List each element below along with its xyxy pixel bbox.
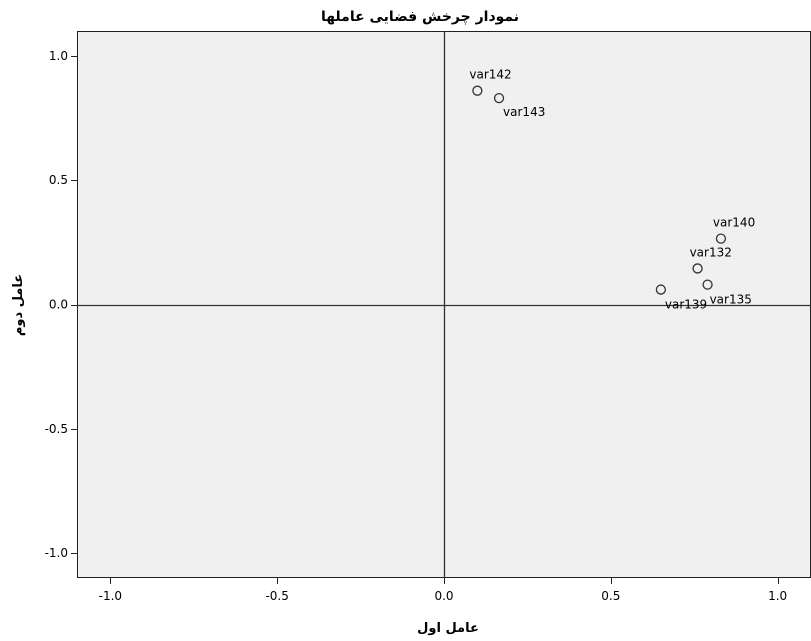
y-tick-label: 1.0 xyxy=(49,49,68,63)
chart-title: نمودار چرخش فضایی عاملها xyxy=(321,9,519,25)
point-label-var139: var139 xyxy=(665,298,707,312)
y-tick-label: -0.5 xyxy=(45,422,68,436)
x-tick-label: -0.5 xyxy=(265,589,288,603)
y-axis-tick-labels: 1.0 0.5 0.0 -0.5 -1.0 xyxy=(45,49,68,560)
point-label-var140: var140 xyxy=(713,216,755,230)
data-point-var139 xyxy=(655,284,667,295)
data-point-var132 xyxy=(692,263,703,274)
x-axis-title: عامل اول xyxy=(417,621,479,636)
data-point-var143 xyxy=(493,92,505,104)
data-point-var135 xyxy=(702,279,713,290)
y-axis-title: عامل دوم xyxy=(11,274,26,336)
x-axis-tick-labels: -1.0 -0.5 0.0 0.5 1.0 xyxy=(99,589,788,603)
point-label-var132: var132 xyxy=(690,245,732,259)
point-label-var142: var142 xyxy=(469,68,511,82)
reference-lines xyxy=(77,31,811,578)
point-label-var143: var143 xyxy=(503,105,545,119)
data-point-var142 xyxy=(472,85,483,96)
point-label-var135: var135 xyxy=(710,293,752,307)
y-tick-label: 0.0 xyxy=(49,298,68,312)
data-point-var140 xyxy=(715,233,727,244)
x-tick-label: 0.0 xyxy=(434,589,453,603)
x-tick-label: 0.5 xyxy=(601,589,620,603)
tick-marks xyxy=(71,56,779,584)
x-tick-label: 1.0 xyxy=(768,589,787,603)
point-labels: var142 var143 var140 var132 var135 var13… xyxy=(469,68,755,312)
x-tick-label: -1.0 xyxy=(99,589,122,603)
data-points xyxy=(472,85,727,295)
y-tick-label: 0.5 xyxy=(49,173,68,187)
y-tick-label: -1.0 xyxy=(45,546,68,560)
